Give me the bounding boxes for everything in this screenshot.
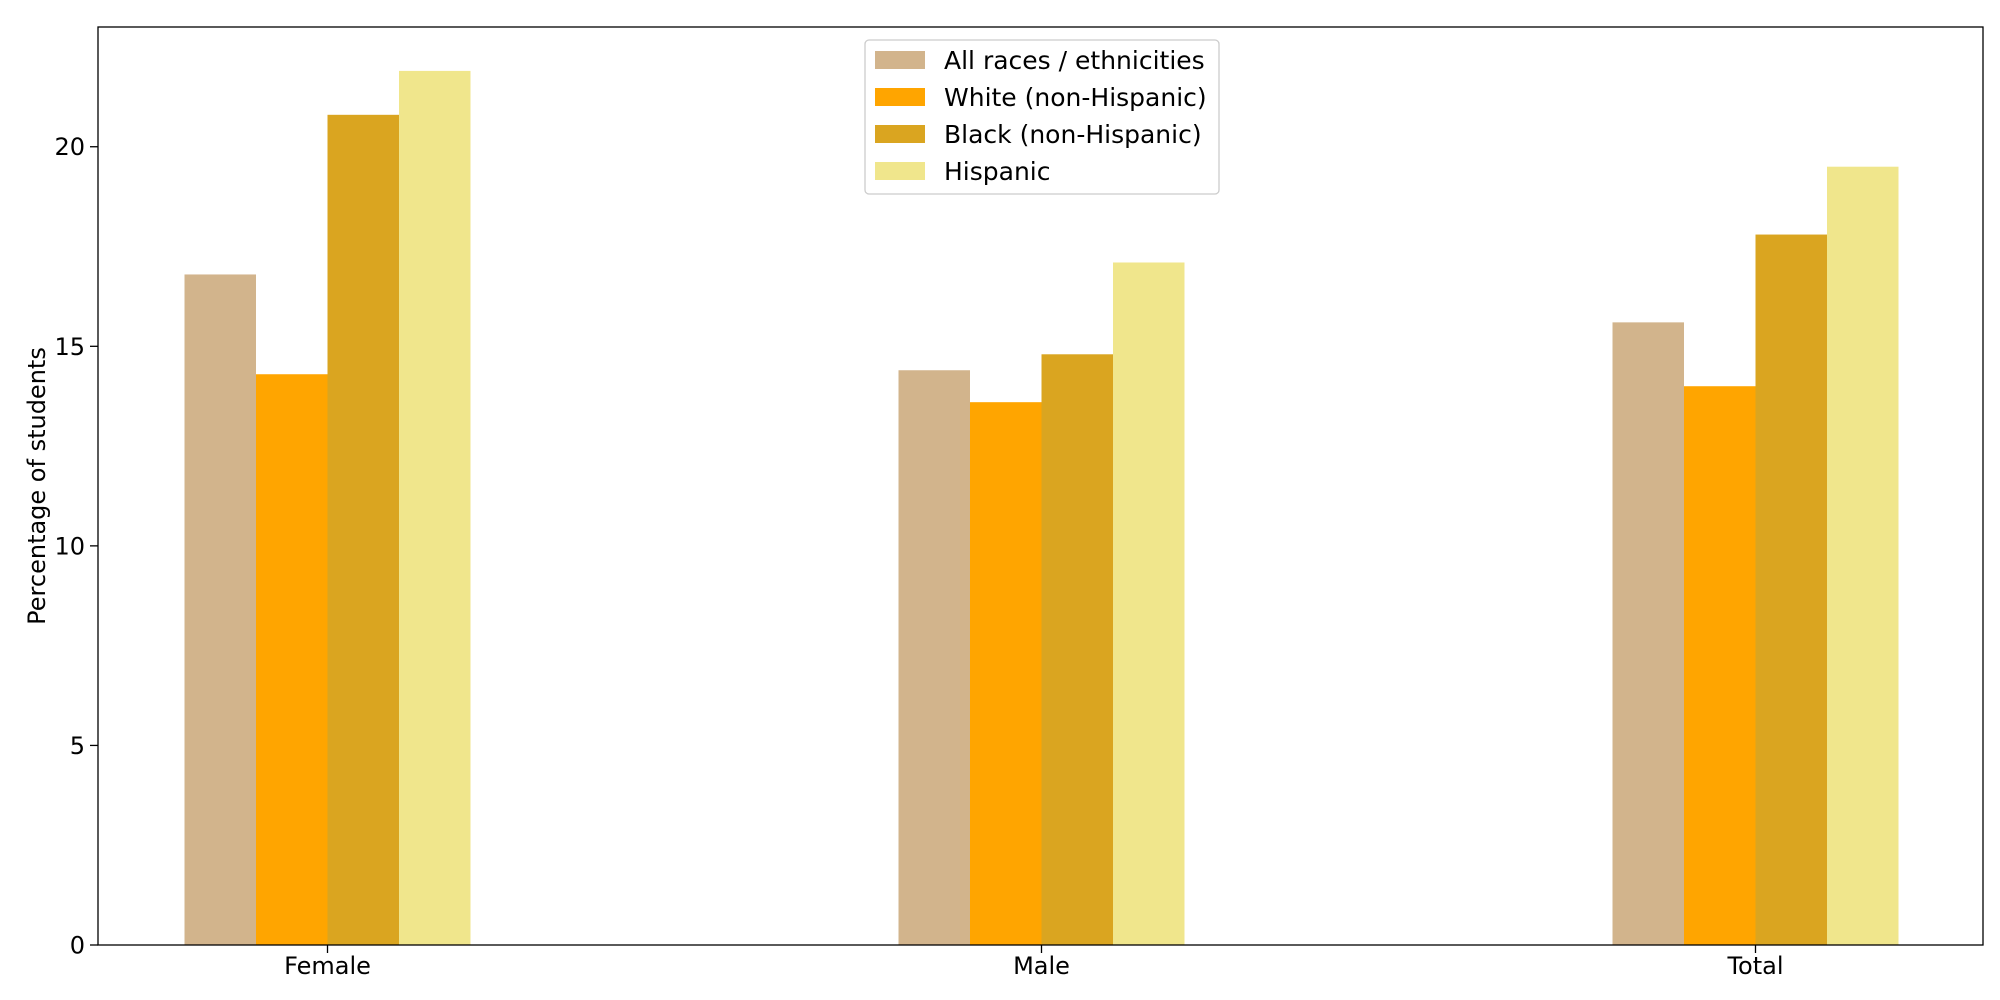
y-tick-label: 0 <box>70 932 85 960</box>
legend-swatch-0 <box>875 51 925 69</box>
x-tick-label-total: Total <box>1726 952 1783 980</box>
bar-total-series-0 <box>1612 322 1684 945</box>
y-tick-label: 10 <box>54 532 85 560</box>
bar-female-series-2 <box>327 114 399 945</box>
bar-male-series-2 <box>1041 354 1113 945</box>
bar-female-series-1 <box>256 374 328 945</box>
legend-swatch-1 <box>875 88 925 106</box>
y-axis-label: Percentage of students <box>23 347 51 625</box>
bar-male-series-1 <box>970 402 1042 945</box>
bar-male-series-3 <box>1113 262 1185 945</box>
bar-female-series-0 <box>184 274 256 946</box>
bar-total-series-2 <box>1755 234 1827 946</box>
x-axis: Female Male Total <box>284 945 1784 980</box>
bar-total-series-3 <box>1827 166 1899 945</box>
legend: All races / ethnicities White (non-Hispan… <box>864 39 1220 195</box>
legend-label-3: Hispanic <box>944 157 1051 186</box>
bar-male-series-0 <box>898 370 970 945</box>
plot-area-frame <box>97 26 1984 946</box>
x-tick-label-male: Male <box>1013 952 1070 980</box>
legend-label-0: All races / ethnicities <box>944 46 1205 75</box>
legend-frame <box>864 39 1220 195</box>
legend-swatch-2 <box>875 125 925 143</box>
y-tick-label: 20 <box>54 133 85 161</box>
y-tick-label: 15 <box>54 333 85 361</box>
bars-layer <box>184 70 1899 946</box>
bar-total-series-1 <box>1684 386 1756 946</box>
legend-label-2: Black (non-Hispanic) <box>944 120 1202 149</box>
legend-swatch-3 <box>875 162 925 180</box>
y-tick-label: 5 <box>70 732 85 760</box>
legend-label-1: White (non-Hispanic) <box>944 83 1207 112</box>
y-axis: 0 5 10 15 20 <box>54 133 98 960</box>
x-tick-label-female: Female <box>284 952 371 980</box>
bar-female-series-3 <box>399 70 471 945</box>
